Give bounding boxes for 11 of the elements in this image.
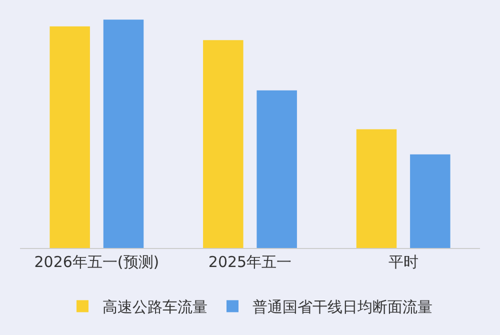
- bar: [103, 20, 144, 248]
- bar: [50, 26, 90, 248]
- bar: [256, 90, 297, 248]
- x-tick-label: 2026年五一(预测): [34, 253, 160, 271]
- bar: [356, 129, 397, 248]
- bar: [203, 40, 244, 248]
- legend-label: 普通国省干线日均断面流量: [252, 298, 432, 316]
- bar: [410, 154, 450, 248]
- legend-label: 高速公路车流量: [102, 298, 208, 316]
- x-tick-label: 平时: [388, 253, 418, 271]
- x-tick-label: 2025年五一: [208, 253, 292, 271]
